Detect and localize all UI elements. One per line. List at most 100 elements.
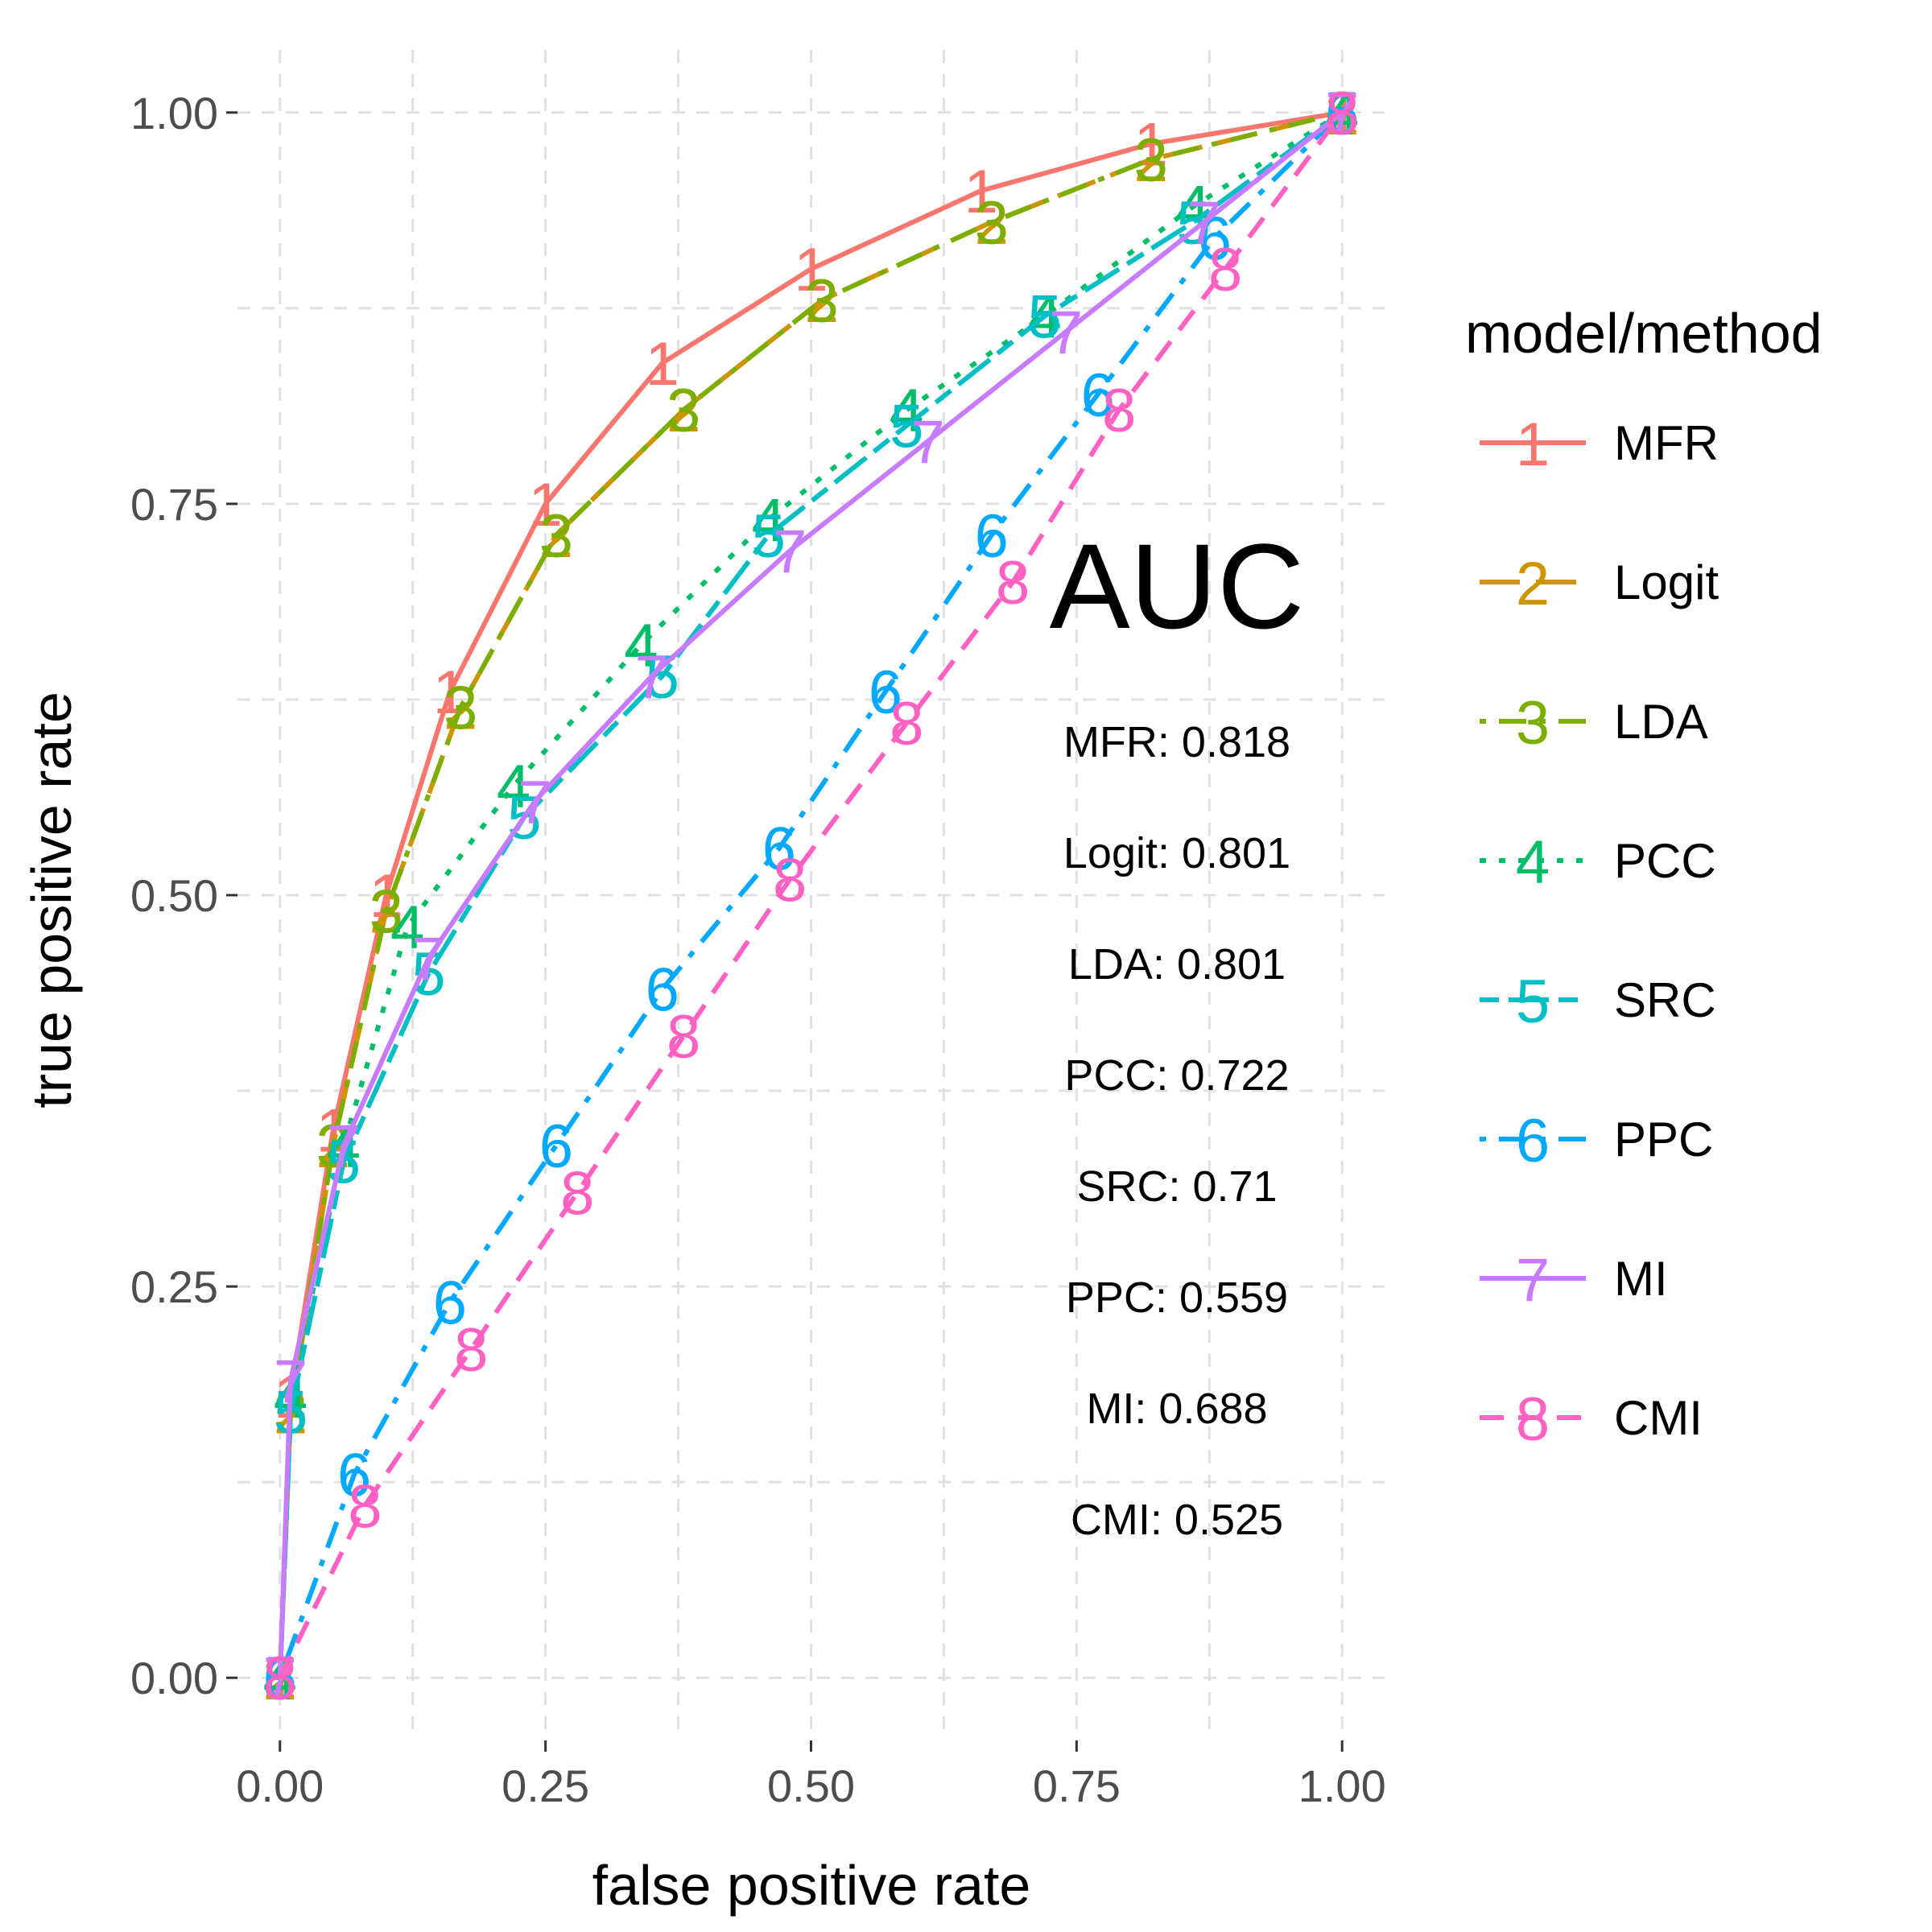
- legend-item-logit: 2 Logit: [1480, 550, 1719, 618]
- legend-item-ppc: 6 PPC: [1480, 1107, 1713, 1175]
- legend-title: model/method: [1465, 302, 1823, 365]
- data-point-src: 5: [411, 940, 445, 1009]
- data-point-mi: 7: [1049, 299, 1083, 367]
- data-point-pcc: 4: [890, 377, 923, 445]
- x-tick-label: 0.25: [502, 1761, 589, 1811]
- auc-value: Logit: 0.801: [1063, 829, 1290, 877]
- legend-item-src: 5 SRC: [1480, 968, 1716, 1036]
- legend-key-marker: 1: [1516, 411, 1550, 479]
- data-point-cmi: 8: [773, 847, 807, 915]
- data-point-cmi: 8: [454, 1316, 488, 1385]
- x-tick-label: 0.75: [1033, 1761, 1121, 1811]
- data-point-mi: 7: [327, 1113, 361, 1181]
- x-axis: 0.00 0.25 0.50 0.75 1.00: [236, 1740, 1386, 1811]
- data-point-cmi: 8: [1102, 377, 1136, 445]
- legend-item-lda: 3 LDA: [1480, 689, 1708, 758]
- data-point-mfr: 1: [1134, 111, 1168, 180]
- series-line-mi: [277, 110, 1344, 1678]
- data-point-mi: 7: [1187, 189, 1221, 258]
- data-point-mi: 7: [518, 768, 551, 836]
- series-line-src: [277, 110, 1344, 1678]
- data-point-logit: 2: [805, 267, 839, 336]
- legend-key-marker: 5: [1516, 968, 1550, 1036]
- data-point-ppc: 6: [433, 1269, 467, 1338]
- series-line-cmi: [278, 111, 1344, 1679]
- data-point-lda: 3: [1134, 126, 1168, 195]
- data-point-ppc: 6: [1081, 361, 1115, 430]
- legend-key-marker: 6: [1516, 1107, 1550, 1175]
- legend-key-marker: 8: [1516, 1385, 1550, 1454]
- auc-value: CMI: 0.525: [1071, 1496, 1283, 1544]
- data-point-ppc: 6: [646, 956, 679, 1025]
- data-point-pcc: 4: [497, 753, 530, 821]
- data-point-mi: 7: [634, 643, 668, 712]
- auc-title: AUC: [1050, 518, 1305, 654]
- legend-key-marker: 2: [1516, 550, 1550, 618]
- series-line-lda: [277, 109, 1343, 1678]
- data-point-lda: 3: [444, 675, 477, 743]
- y-tick-label: 1.00: [130, 88, 218, 138]
- data-point-mi: 7: [910, 408, 944, 477]
- x-axis-title: false positive rate: [592, 1854, 1031, 1917]
- data-point-ppc: 6: [337, 1441, 371, 1509]
- legend-label: PPC: [1614, 1113, 1713, 1166]
- data-point-mfr: 1: [433, 658, 467, 727]
- y-tick-label: 0.25: [130, 1261, 218, 1312]
- y-axis: 0.00 0.25 0.50 0.75 1.00: [130, 88, 237, 1703]
- legend-label: CMI: [1614, 1391, 1703, 1445]
- data-point-lda: 3: [975, 189, 1009, 258]
- data-point-ppc: 6: [762, 815, 796, 884]
- data-point-lda: 3: [539, 502, 573, 571]
- data-point-pcc: 4: [390, 894, 424, 962]
- x-tick-label: 0.50: [767, 1761, 855, 1811]
- y-tick-label: 0.50: [130, 870, 218, 921]
- x-tick-label: 0.00: [236, 1761, 324, 1811]
- data-point-cmi: 8: [348, 1472, 382, 1541]
- auc-value: PPC: 0.559: [1066, 1274, 1288, 1322]
- data-point-cmi: 8: [1208, 236, 1242, 304]
- data-point-logit: 2: [1134, 126, 1168, 195]
- legend-item-pcc: 4 PCC: [1480, 828, 1716, 897]
- legend-item-cmi: 8 CMI: [1480, 1385, 1703, 1454]
- data-point-mfr: 1: [794, 236, 828, 304]
- data-point-mfr: 1: [964, 158, 997, 226]
- legend-label: SRC: [1614, 973, 1716, 1027]
- legend-key-marker: 4: [1516, 828, 1550, 897]
- data-point-ppc: 6: [539, 1113, 573, 1181]
- data-point-mi: 7: [773, 518, 807, 586]
- auc-value: LDA: 0.801: [1068, 940, 1286, 989]
- legend-label: LDA: [1614, 695, 1708, 749]
- data-point-ppc: 6: [975, 502, 1009, 571]
- data-point-cmi: 8: [996, 549, 1030, 617]
- legend-label: PCC: [1614, 834, 1716, 888]
- legend-key-marker: 3: [1516, 689, 1550, 758]
- data-point-pcc: 4: [624, 612, 658, 680]
- x-tick-label: 1.00: [1298, 1761, 1386, 1811]
- auc-value: MFR: 0.818: [1063, 718, 1290, 766]
- data-point-logit: 2: [667, 377, 700, 445]
- legend-item-mi: 7 MI: [1480, 1246, 1668, 1315]
- auc-annotation: AUC MFR: 0.818 Logit: 0.801 LDA: 0.801 PCC:…: [1050, 518, 1305, 1544]
- data-point-cmi: 8: [263, 1645, 297, 1713]
- data-point-mi: 7: [274, 1348, 308, 1416]
- data-point-mi: 7: [263, 1645, 297, 1713]
- y-tick-label: 0.00: [130, 1653, 218, 1703]
- data-point-mfr: 1: [528, 471, 562, 539]
- series-line-logit: [277, 109, 1343, 1678]
- series-cmi: 8 8 8 8 8 8 8 8 8 8 8: [263, 80, 1360, 1713]
- auc-value: MI: 0.688: [1086, 1385, 1267, 1433]
- legend: model/method 1 MFR 2 Logit 3 LDA 4 PCC 5 SRC 6 PPC 7…: [1465, 302, 1823, 1454]
- data-point-cmi: 8: [667, 1003, 700, 1071]
- auc-value: SRC: 0.71: [1076, 1162, 1277, 1211]
- data-point-mfr: 1: [646, 330, 679, 398]
- data-point-cmi: 8: [560, 1159, 594, 1228]
- data-point-ppc: 6: [869, 658, 902, 727]
- data-point-cmi: 8: [1325, 80, 1359, 148]
- legend-label: MFR: [1614, 416, 1719, 470]
- data-point-lda: 3: [667, 377, 700, 445]
